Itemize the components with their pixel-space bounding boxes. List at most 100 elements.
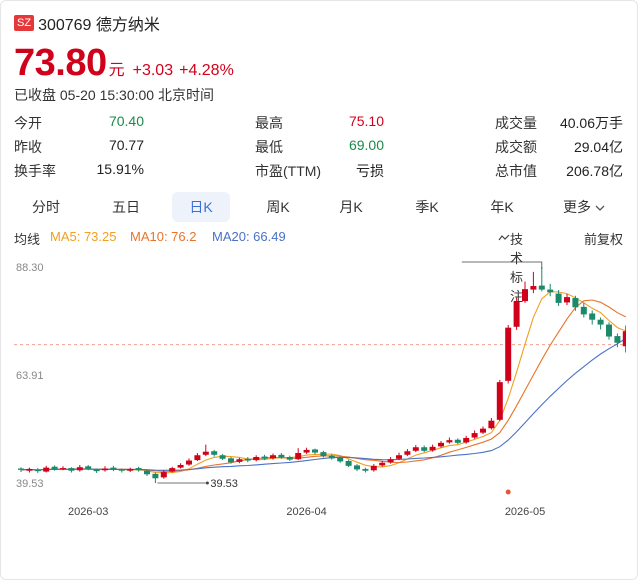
chevron-down-icon bbox=[595, 205, 605, 212]
candle-body bbox=[270, 455, 276, 459]
stat-label: 最高 bbox=[255, 115, 283, 131]
price-change: +3.03 bbox=[132, 62, 174, 79]
candle-body bbox=[93, 469, 100, 472]
candle-body bbox=[354, 465, 360, 470]
candle-body bbox=[253, 457, 260, 461]
low-marker-label: 39.53 bbox=[210, 478, 238, 490]
candle-body bbox=[110, 467, 117, 470]
candle-body bbox=[379, 462, 386, 466]
tab-more-label: 更多 bbox=[563, 199, 592, 215]
candle-body bbox=[85, 466, 92, 469]
candle-body bbox=[278, 454, 285, 458]
candle-body bbox=[362, 468, 369, 471]
candle-body bbox=[118, 469, 125, 471]
candle-body bbox=[454, 439, 461, 443]
candle-body bbox=[412, 447, 419, 451]
tab-five-day[interactable]: 五日 bbox=[112, 199, 140, 215]
price-row: 73.80 元 +3.03 +4.28% bbox=[14, 42, 240, 85]
candle-body bbox=[446, 440, 453, 443]
tab-weekly-k[interactable]: 周K bbox=[266, 199, 290, 215]
candle-body bbox=[228, 458, 234, 463]
adjust-toggle[interactable]: 前复权 bbox=[584, 232, 624, 247]
candle-body bbox=[127, 468, 134, 471]
candle-body bbox=[345, 460, 352, 466]
candle-body bbox=[51, 466, 58, 470]
zigzag-icon bbox=[498, 234, 510, 240]
candle-body bbox=[261, 456, 268, 459]
event-dot bbox=[505, 489, 511, 495]
tab-more[interactable]: 更多 bbox=[554, 192, 614, 222]
candle-body bbox=[328, 455, 335, 459]
candle-body bbox=[614, 336, 621, 343]
tab-daily-k[interactable]: 日K bbox=[172, 192, 230, 222]
stat-label: 最低 bbox=[255, 139, 283, 155]
stock-header: SZ 300769 德方纳米 bbox=[14, 12, 160, 34]
candle-body bbox=[370, 465, 377, 471]
exchange-badge: SZ bbox=[14, 15, 35, 31]
candle-body bbox=[219, 455, 226, 459]
candle-body bbox=[26, 468, 33, 471]
stat-label: 今开 bbox=[14, 115, 42, 131]
kline-chart[interactable]: 88.30 63.91 39.53 39.53 2026-03 2026-04 2026-0… bbox=[14, 255, 626, 525]
candle-body bbox=[295, 453, 302, 460]
tab-yearly-k[interactable]: 年K bbox=[490, 199, 514, 215]
stat-value: 15.91% bbox=[96, 161, 144, 177]
candle-body bbox=[538, 285, 545, 290]
candle-body bbox=[572, 298, 579, 308]
stat-value: 70.77 bbox=[108, 137, 144, 153]
tab-quarterly-k[interactable]: 季K bbox=[415, 199, 439, 215]
candle-body bbox=[244, 458, 251, 461]
stat-value: 40.06万手 bbox=[559, 115, 623, 131]
tab-monthly-k[interactable]: 月K bbox=[339, 199, 363, 215]
candle-body bbox=[471, 433, 478, 438]
ma5-line bbox=[20, 291, 626, 474]
y-tick-label: 63.91 bbox=[16, 370, 44, 382]
candle-body bbox=[463, 437, 470, 443]
candle-body bbox=[547, 289, 554, 293]
y-tick-label: 39.53 bbox=[16, 478, 44, 490]
price-change-pct: +4.28% bbox=[179, 62, 234, 79]
candle-body bbox=[312, 449, 318, 453]
price-unit: 元 bbox=[108, 62, 125, 79]
candle-body bbox=[564, 297, 570, 303]
ma20-value: MA20: 66.49 bbox=[212, 229, 286, 244]
stat-label: 昨收 bbox=[14, 139, 42, 155]
candle-body bbox=[34, 469, 41, 472]
stat-label: 市盈(TTM) bbox=[255, 163, 322, 179]
stat-value: 29.04亿 bbox=[573, 139, 623, 155]
candle-body bbox=[387, 459, 394, 463]
tab-intraday[interactable]: 分时 bbox=[32, 199, 60, 215]
tech-annotation-toggle[interactable]: 技术标注 bbox=[498, 229, 523, 304]
stat-label: 成交量 bbox=[495, 115, 537, 131]
stat-value: 70.40 bbox=[108, 113, 144, 129]
candle-body bbox=[320, 452, 327, 457]
x-tick-label: 2026-05 bbox=[505, 506, 545, 518]
x-tick-label: 2026-04 bbox=[286, 506, 326, 518]
candle-body bbox=[76, 467, 83, 471]
candle-body bbox=[597, 319, 604, 325]
candle-body bbox=[337, 457, 344, 462]
ma-label: 均线 bbox=[14, 232, 41, 247]
stat-value: 75.10 bbox=[348, 113, 384, 129]
candle-body bbox=[186, 460, 192, 465]
candle-body bbox=[589, 313, 596, 320]
candle-body bbox=[555, 293, 562, 303]
stock-title: 300769 德方纳米 bbox=[38, 17, 160, 34]
period-tabs: 分时 五日 日K 周K 月K 季K 年K 更多 bbox=[14, 192, 626, 222]
candle-body bbox=[211, 451, 218, 455]
candle-body bbox=[522, 289, 528, 302]
candle-body bbox=[202, 451, 209, 455]
x-tick-label: 2026-03 bbox=[68, 506, 108, 518]
ma5-value: MA5: 73.25 bbox=[50, 229, 117, 244]
candle-body bbox=[177, 464, 184, 468]
candle-body bbox=[60, 468, 66, 470]
stats-row: 今开 70.40 最高 75.10 成交量 40.06万手 bbox=[14, 110, 626, 134]
stat-value: 亏损 bbox=[356, 163, 384, 179]
candle-body bbox=[43, 467, 50, 472]
candle-body bbox=[421, 447, 428, 451]
stat-label: 成交额 bbox=[495, 139, 537, 155]
candle-body bbox=[303, 449, 310, 453]
stats-row: 昨收 70.77 最低 69.00 成交额 29.04亿 bbox=[14, 134, 626, 158]
candle-body bbox=[152, 473, 159, 479]
stats-grid: 今开 70.40 最高 75.10 成交量 40.06万手 昨收 70.77 最… bbox=[14, 110, 626, 182]
